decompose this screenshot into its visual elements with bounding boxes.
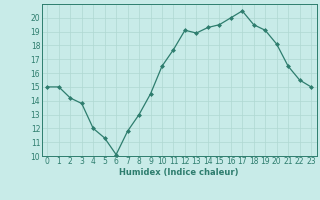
X-axis label: Humidex (Indice chaleur): Humidex (Indice chaleur) bbox=[119, 168, 239, 177]
